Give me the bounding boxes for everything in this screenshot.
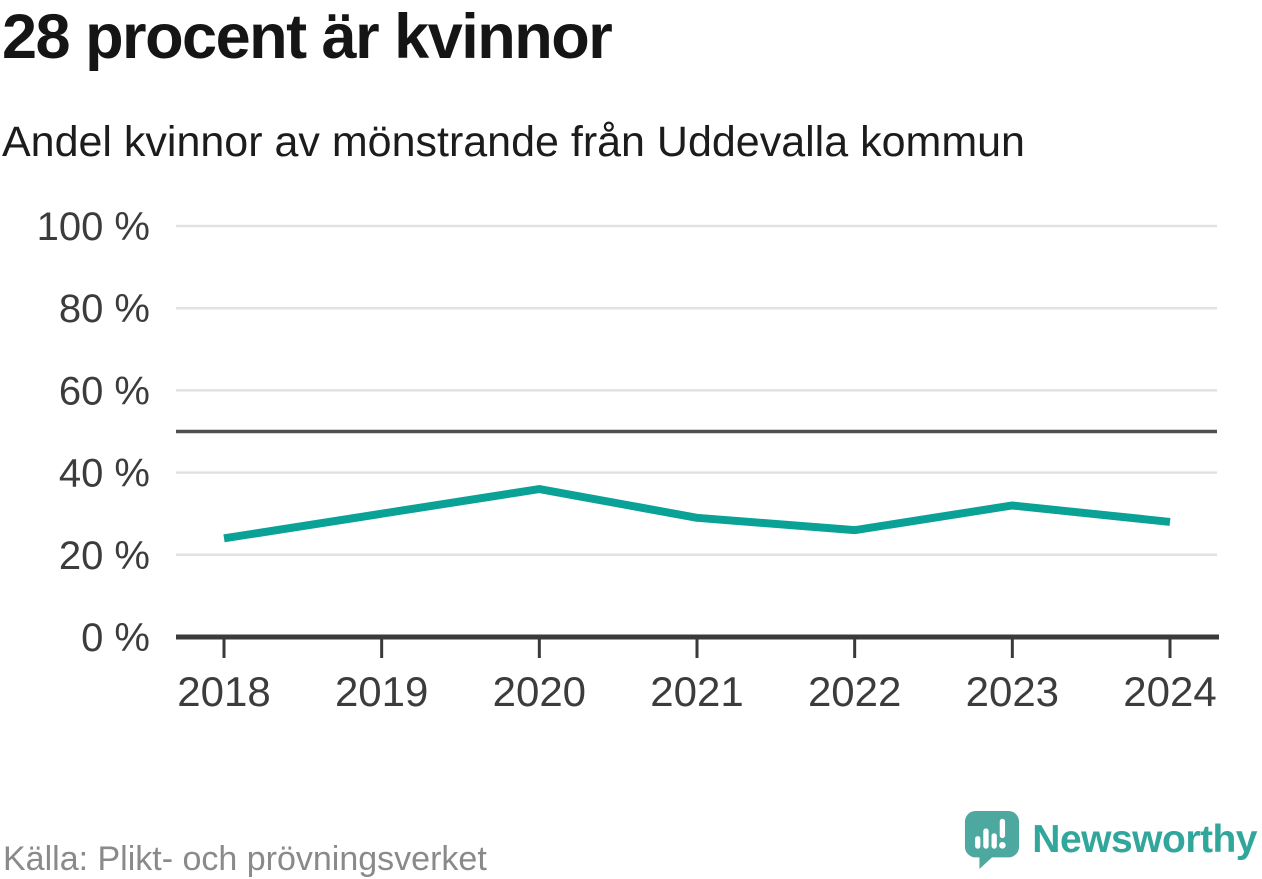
x-axis-tick-label: 2023 [966,668,1059,715]
y-axis-tick-label: 100 % [37,205,150,249]
chart-title: 28 procent är kvinnor [2,2,613,72]
newsworthy-logo: Newsworthy [963,809,1257,871]
logo-exclamation-stem [1000,818,1006,839]
logo-bar-2 [983,828,989,849]
y-axis-tick-label: 80 % [59,287,150,331]
y-axis-tick-label: 60 % [59,369,150,413]
y-axis-tick-label: 20 % [59,534,150,578]
x-axis-tick-label: 2021 [650,668,743,715]
x-axis-tick-label: 2024 [1123,668,1216,715]
x-axis-tick-label: 2022 [808,668,901,715]
chart-subtitle: Andel kvinnor av mönstrande från Uddeval… [2,118,1025,166]
x-axis-tick-label: 2019 [335,668,428,715]
data-line-andel-kvinnor [223,485,1171,543]
logo-bar-1 [975,836,981,849]
source-note: Källa: Plikt- och prövningsverket [3,840,487,878]
y-axis-tick-label: 0 % [81,616,150,660]
x-axis-tick-label: 2018 [177,668,270,715]
y-axis-tick-label: 40 % [59,452,150,496]
logo-exclamation-dot [999,842,1006,849]
newsworthy-logo-text: Newsworthy [1032,818,1257,861]
logo-bar-3 [991,833,998,849]
newsworthy-bubble-icon [965,811,1020,869]
x-axis-tick-label: 2020 [493,668,586,715]
